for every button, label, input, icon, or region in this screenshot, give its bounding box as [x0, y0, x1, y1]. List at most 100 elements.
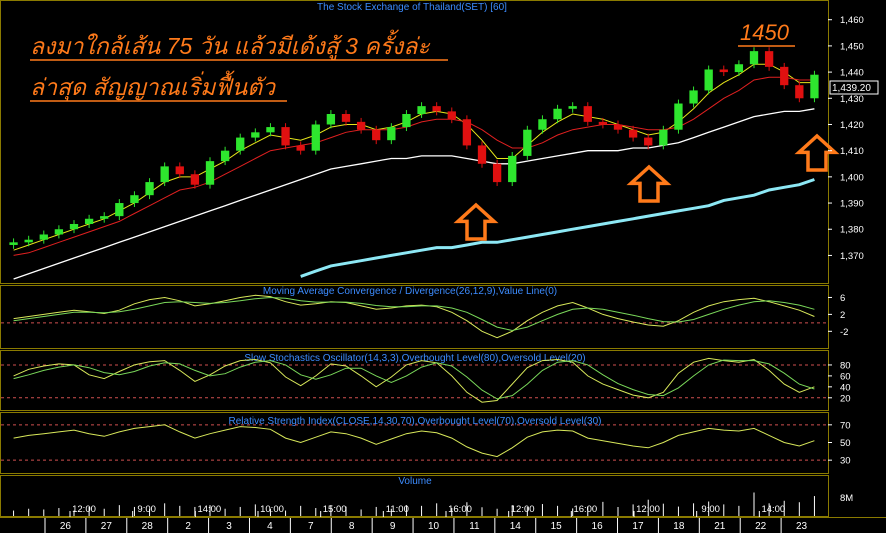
date-tick-label: 9	[390, 521, 396, 532]
candle-body	[810, 74, 819, 99]
stochastic-panel	[1, 357, 828, 403]
candle-body	[326, 114, 336, 125]
date-tick-label: 10	[428, 521, 440, 532]
candle-body	[447, 111, 456, 120]
support-arrows	[453, 133, 840, 241]
candle-body	[402, 114, 411, 128]
candle-body	[266, 127, 275, 133]
candle-body	[689, 90, 698, 104]
candle-body	[613, 124, 623, 130]
osc-tick-label: 6	[840, 293, 845, 304]
date-tick-label: 14	[510, 521, 522, 532]
date-tick-label: 28	[142, 521, 154, 532]
candle-body	[492, 163, 502, 183]
price-tick-label: 1,450	[840, 41, 864, 52]
macd-panel	[1, 294, 828, 339]
time-tick-label: 12:00	[636, 504, 660, 515]
candle-body	[674, 103, 683, 130]
candle-body	[477, 145, 487, 164]
support-arrow-1	[453, 202, 499, 241]
ma-line-long	[300, 178, 815, 278]
date-tick-label: 3	[226, 521, 232, 532]
osc-tick-label: -2	[840, 327, 848, 338]
candle-body	[538, 119, 547, 130]
candle-body	[583, 106, 592, 122]
date-tick-label: 18	[673, 521, 685, 532]
time-tick-label: 15:00	[323, 504, 347, 515]
chart-title: The Stock Exchange of Thailand(SET) [60]	[317, 2, 507, 13]
time-tick-label: 12:00	[72, 504, 96, 515]
y-axis-labels: 1,460 1,450 1,440 1,430 1,420 1,410 1,400 1,390…	[828, 15, 864, 504]
candle-body	[372, 129, 381, 141]
osc-tick-label: 40	[840, 382, 851, 393]
price-tick-label: 1,400	[840, 172, 864, 183]
time-tick-label: 14:00	[761, 504, 785, 515]
time-tick-label: 10:00	[260, 504, 284, 515]
candle-body	[9, 242, 18, 245]
candle-body	[417, 106, 426, 114]
candle-body	[190, 174, 200, 185]
price-tick-label: 1,440	[840, 68, 864, 79]
volume-panel-title: Volume	[398, 476, 432, 487]
candle-body	[220, 150, 230, 162]
date-tick-label: 16	[592, 521, 604, 532]
candle-body	[628, 129, 638, 138]
panel-frame-stoch	[0, 350, 829, 411]
candle-body	[115, 203, 124, 217]
series-line-rsi	[13, 424, 815, 458]
time-tick-label: 9:00	[701, 504, 720, 515]
candle-body	[659, 129, 668, 146]
candle-body	[145, 182, 154, 196]
candle-body	[462, 119, 472, 146]
price-tick-label: 1,380	[840, 225, 864, 236]
price-tick-label: 1,430	[840, 94, 864, 105]
price-tick-label: 1,410	[840, 146, 864, 157]
candle-body	[598, 121, 608, 125]
series-line-D	[13, 359, 815, 400]
time-tick-label: 16:00	[448, 504, 472, 515]
rsi-panel	[1, 424, 828, 461]
candle-body	[568, 106, 577, 109]
annotation-line-1: ลงมาใกล้เส้น 75 วัน แล้วมีเด้งสู้ 3 ครั้…	[30, 29, 430, 60]
osc-tick-label: 60	[840, 371, 851, 382]
candle-body	[54, 229, 64, 235]
candle-body	[356, 121, 366, 130]
candle-body	[175, 166, 184, 175]
candle-body	[205, 161, 215, 185]
last-price-badge	[829, 80, 879, 95]
candle-body	[704, 69, 713, 91]
osc-tick-label: 80	[840, 360, 851, 371]
series-line-signal	[13, 296, 815, 332]
rsi-panel-title: Relative Strength Index(CLOSE,14,30,70),…	[229, 416, 602, 427]
support-arrow-3	[794, 133, 840, 172]
candle-body	[236, 137, 245, 151]
series-line-K	[13, 357, 815, 403]
candle-body	[130, 195, 139, 204]
date-tick-label: 23	[796, 521, 808, 532]
candle-body	[508, 155, 517, 183]
candle-body	[764, 51, 774, 67]
candle-body	[160, 166, 169, 183]
candle-body	[387, 127, 396, 141]
price-tick-label: 1,390	[840, 199, 864, 210]
time-tick-label: 16:00	[573, 504, 597, 515]
osc-tick-label: 70	[840, 420, 851, 431]
candle-body	[644, 137, 653, 146]
date-tick-label: 22	[755, 521, 767, 532]
x-axis-labels: 12:00 9:00 14:00 10:00 15:00 11:00 16:00 12:00 1…	[44, 504, 808, 533]
volume-tick-label: 8M	[840, 493, 853, 504]
candle-body	[84, 218, 94, 224]
candle-body	[523, 129, 532, 156]
candle-body	[553, 108, 562, 120]
candle-body	[296, 145, 305, 151]
time-tick-label: 14:00	[197, 504, 221, 515]
candle-body	[24, 239, 33, 243]
date-tick-label: 21	[714, 521, 726, 532]
osc-tick-label: 20	[840, 393, 851, 404]
candle-body	[39, 234, 48, 240]
support-arrow-2	[626, 164, 672, 203]
panel-frame-macd	[0, 285, 829, 349]
stochastic-panel-title: Slow Stochastics Oscillator(14,3,3),Over…	[244, 353, 585, 364]
target-label: 1450	[740, 20, 790, 45]
